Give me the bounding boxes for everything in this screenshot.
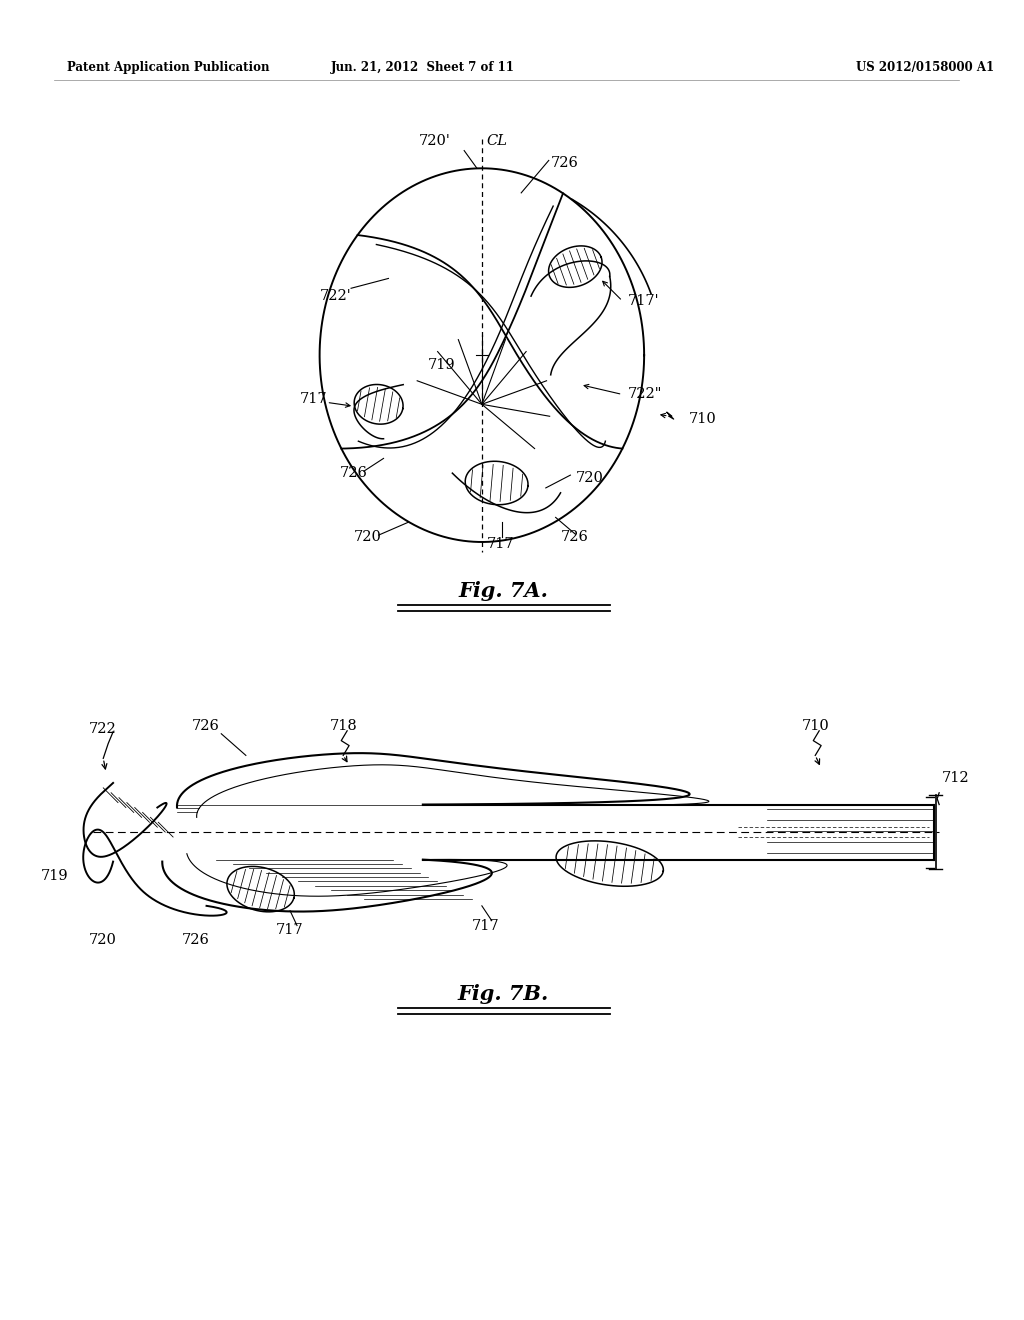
Text: 717: 717 [472, 919, 500, 932]
Text: 722: 722 [88, 722, 117, 735]
Text: 722": 722" [628, 388, 662, 401]
Text: CL: CL [486, 133, 508, 148]
Text: 717: 717 [486, 537, 514, 550]
Text: 722': 722' [319, 289, 351, 304]
Text: 726: 726 [339, 466, 368, 480]
Text: US 2012/0158000 A1: US 2012/0158000 A1 [856, 62, 993, 74]
Text: 710: 710 [802, 719, 829, 733]
Text: 726: 726 [560, 531, 589, 544]
Text: 717: 717 [300, 392, 328, 407]
Text: 720': 720' [419, 133, 451, 148]
Text: Jun. 21, 2012  Sheet 7 of 11: Jun. 21, 2012 Sheet 7 of 11 [331, 62, 515, 74]
Text: 717': 717' [628, 294, 659, 308]
Text: Fig. 7A.: Fig. 7A. [459, 581, 549, 601]
Text: 719: 719 [428, 358, 456, 372]
Text: 726: 726 [551, 156, 579, 170]
Text: 710: 710 [688, 412, 716, 426]
Text: Fig. 7B.: Fig. 7B. [458, 985, 549, 1005]
Text: 726: 726 [182, 933, 210, 948]
Text: 720: 720 [575, 471, 603, 484]
Text: 712: 712 [942, 771, 970, 785]
Text: 718: 718 [330, 719, 357, 733]
Text: 717: 717 [275, 924, 303, 937]
Text: 720: 720 [88, 933, 117, 948]
Text: 726: 726 [191, 719, 219, 733]
Text: 719: 719 [41, 870, 69, 883]
Text: 720: 720 [354, 531, 382, 544]
Text: Patent Application Publication: Patent Application Publication [67, 62, 269, 74]
